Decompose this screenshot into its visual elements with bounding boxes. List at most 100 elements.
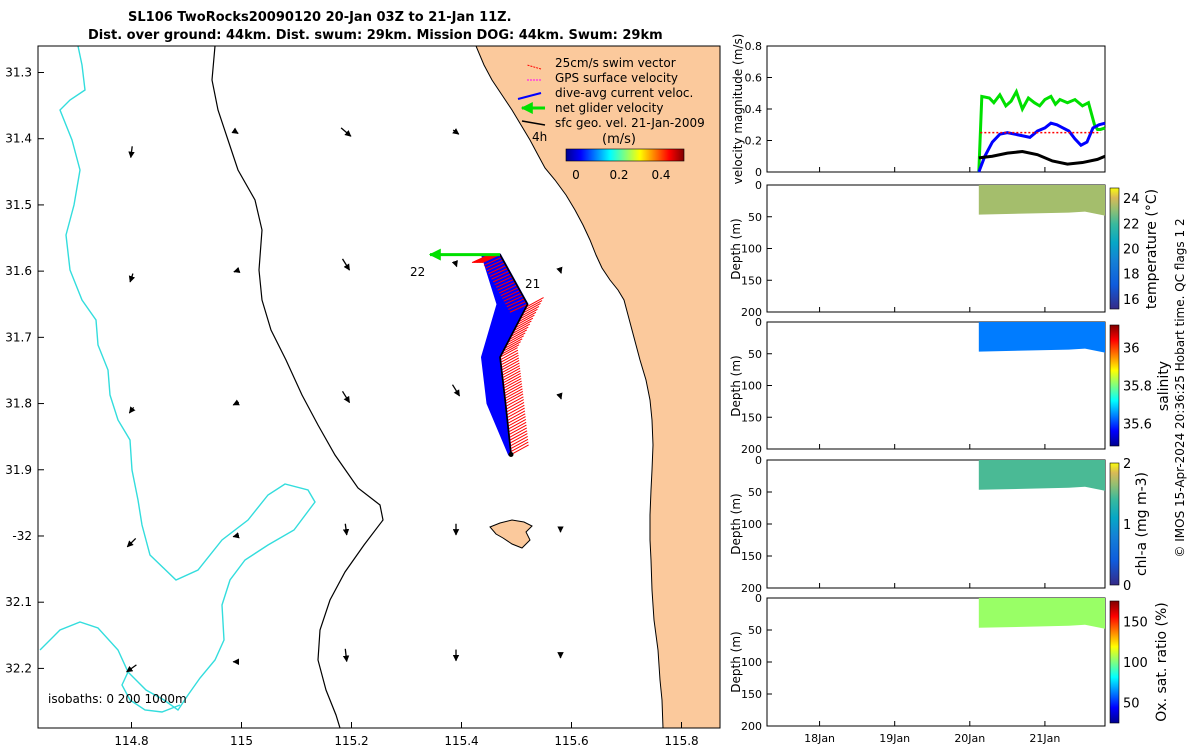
- isobath-note: isobaths: 0 200 1000m: [48, 692, 187, 706]
- swim-vector: [505, 335, 524, 346]
- time-tick-label: 20Jan: [954, 732, 985, 745]
- swim-vector: [504, 390, 524, 402]
- time-tick-label: 21Jan: [1029, 732, 1060, 745]
- swim-vector: [486, 262, 505, 272]
- glider-track: [428, 248, 544, 458]
- colorbar-tick-label: 0: [1123, 579, 1131, 594]
- geo-vector: [128, 146, 135, 159]
- swim-vector: [508, 421, 527, 433]
- map-y-tick-label: 32.2: [5, 661, 32, 675]
- velocity-y-tick-label: 0.8: [745, 40, 763, 53]
- swim-vector: [503, 375, 522, 386]
- swim-vector: [489, 267, 508, 277]
- swim-vector: [485, 259, 504, 269]
- track-end-label: 22: [410, 265, 425, 279]
- map-x-axis: 114.8 115 115.2 115.4 115.6 115.8: [114, 722, 699, 748]
- swim-vector: [500, 352, 519, 363]
- geo-vector: [342, 523, 350, 536]
- swim-vector: [497, 281, 516, 291]
- swim-vector: [483, 256, 502, 266]
- swim-vector: [502, 367, 521, 379]
- legend-swim: 25cm/s swim vector: [555, 56, 676, 70]
- depth-tick-label: 100: [741, 243, 762, 256]
- swim-vector: [505, 396, 524, 407]
- colorbar-tick-label: 150: [1123, 615, 1148, 630]
- land-polygon: [476, 46, 720, 728]
- colorbar-tick-label: 35.8: [1123, 380, 1152, 395]
- colorbar-tick-label: 35.6: [1123, 417, 1152, 432]
- map-y-tick-label: 31.7: [5, 330, 32, 344]
- velocity-frame: [766, 45, 1106, 173]
- geo-vector: [128, 273, 136, 283]
- legend-current: dive-avg current veloc.: [555, 86, 693, 100]
- swim-vector: [518, 311, 537, 323]
- colorbar-tick-label: 16: [1123, 293, 1140, 308]
- colorbar-tick-label: 18: [1123, 268, 1140, 283]
- depth-tick-label: 0: [755, 179, 762, 192]
- swim-vector: [511, 323, 531, 335]
- time-tick-label: 19Jan: [879, 732, 910, 745]
- oxygen-panel: Depth (m) Ox. sat. ratio (%) 0 50 100 150 20…: [729, 592, 1170, 733]
- legend-current-glyph: [517, 92, 542, 100]
- swim-vector: [508, 424, 527, 436]
- velocity-y-axis: 0 0.2 0.4 0.6 0.8: [745, 40, 772, 179]
- geo-vector: [451, 384, 461, 397]
- isobath-1000m-line: [39, 46, 316, 711]
- colorbar-tick-1: 0.2: [609, 168, 628, 182]
- swim-vector: [502, 372, 521, 384]
- map-x-tick-label: 115.2: [334, 734, 368, 748]
- swim-vector: [501, 360, 520, 371]
- swim-vector: [504, 388, 523, 399]
- isobath-1000m-line-south: [121, 671, 181, 713]
- depth-tick-label: 200: [741, 443, 762, 456]
- section-colorbar: [1109, 462, 1120, 586]
- chlorophyll-clabel: chl-a (mg m-3): [1134, 472, 1150, 576]
- swim-vector: [508, 419, 527, 430]
- map-x-tick-label: 115: [230, 734, 253, 748]
- geo-vector: [556, 392, 563, 400]
- velocity-panel: 0 0.2 0.4 0.6 0.8 velocity magnitude (m/s): [731, 34, 1106, 185]
- temperature-ylabel: Depth (m): [729, 218, 743, 279]
- swim-vector: [502, 341, 521, 352]
- geo-vector: [233, 266, 241, 274]
- depth-tick-label: 100: [741, 656, 762, 669]
- salinity-ylabel: Depth (m): [729, 355, 743, 416]
- swim-vector: [494, 276, 513, 286]
- legend-interval: 4h: [532, 130, 547, 144]
- velocity-series-line: [977, 121, 1106, 173]
- track-map: 114.8 115 115.2 115.4 115.6 115.8 31.331.431.…: [5, 45, 721, 748]
- depth-tick-label: 0: [755, 316, 762, 329]
- time-tick-label: 18Jan: [804, 732, 835, 745]
- geo-vector: [451, 260, 458, 268]
- depth-tick-label: 100: [741, 380, 762, 393]
- swim-vector: [502, 289, 521, 299]
- legend-geo-glyph: [521, 120, 546, 126]
- map-y-tick-label: 31.8: [5, 397, 32, 411]
- colorbar-tick-label: 20: [1123, 243, 1140, 258]
- swim-vector: [513, 320, 532, 332]
- section-data-patch: [978, 598, 1105, 629]
- geo-vector: [126, 537, 137, 548]
- map-x-tick-label: 114.8: [114, 734, 148, 748]
- map-x-tick-label: 115.6: [554, 734, 588, 748]
- chlorophyll-panel: Depth (m) chl-a (mg m-3) 0 50 100 150 200 0 1 2: [729, 454, 1150, 595]
- velocity-y-tick-label: 0.4: [745, 103, 763, 116]
- swim-vector: [505, 295, 524, 305]
- depth-tick-label: 50: [748, 211, 762, 224]
- colorbar-tick-0: 0: [572, 168, 580, 182]
- map-y-tick-label: 31.6: [5, 264, 32, 278]
- map-x-tick-label: 115.8: [664, 734, 698, 748]
- velocity-ylabel: velocity magnitude (m/s): [731, 34, 745, 185]
- colorbar-tick-label: 24: [1123, 192, 1140, 207]
- swim-vector: [504, 338, 523, 349]
- swim-vector: [504, 385, 523, 397]
- depth-tick-label: 200: [741, 306, 762, 319]
- swim-vector: [499, 347, 518, 358]
- swim-vector: [509, 433, 528, 444]
- map-y-tick-label: 31.5: [5, 198, 32, 212]
- swim-vector: [509, 430, 528, 441]
- geo-vector: [341, 258, 351, 271]
- swim-vector: [495, 278, 514, 288]
- geo-vector: [232, 532, 240, 539]
- temperature-panel: Depth (m) temperature (°C) 0 50 100 150 200 1…: [729, 179, 1160, 319]
